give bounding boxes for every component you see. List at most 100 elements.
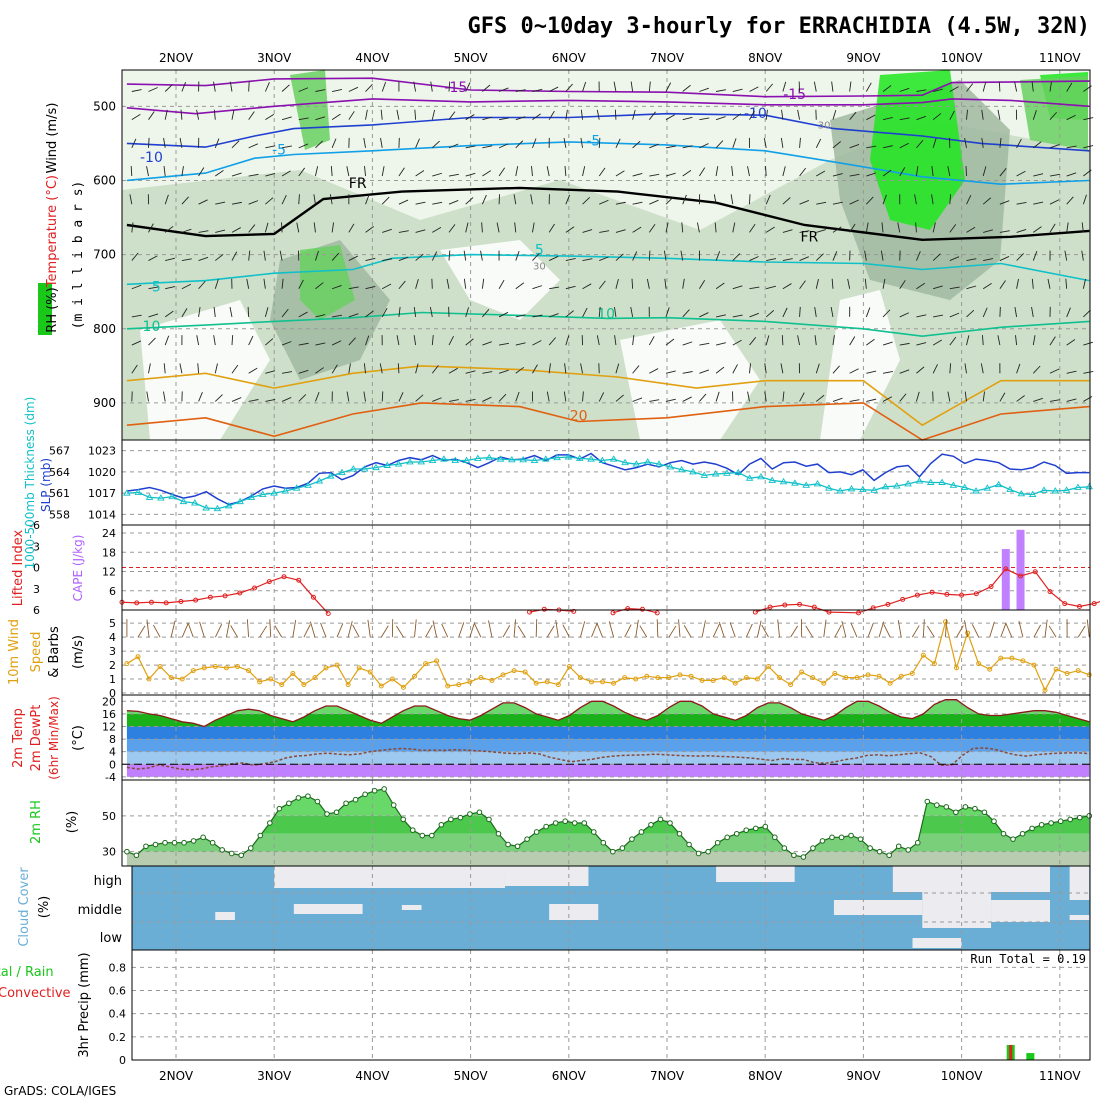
wind-speed-point [544, 679, 550, 685]
wind-barb [565, 109, 568, 120]
wind-barb [866, 145, 877, 149]
temp-tick-label: 16 [102, 708, 116, 721]
rh-shading-area [300, 245, 355, 320]
wind-barb [999, 168, 1007, 177]
wind-barb [882, 278, 886, 289]
wind-barb [582, 81, 587, 92]
cape-bar [1016, 529, 1025, 610]
rh-point [829, 834, 835, 841]
label-6hr: (6hr Min/Max) [47, 696, 61, 780]
surface-wind-barb [425, 624, 433, 638]
li-point [237, 590, 243, 596]
li-tick-label: 3 [33, 583, 40, 596]
thickness-point [326, 472, 335, 479]
rh-tick-label: 30 [102, 846, 116, 859]
rh-point [543, 823, 549, 830]
wind-speed-point [389, 676, 395, 682]
wind-barb [465, 114, 475, 121]
rh-shading-area [140, 300, 270, 440]
wind-barb [398, 280, 406, 290]
day-label-bottom: 6NOV [552, 1069, 587, 1083]
li-point [767, 604, 773, 610]
wind-barb [248, 250, 251, 261]
wind-barb [148, 137, 150, 148]
wind-barb [164, 84, 173, 92]
wind-barb [515, 166, 519, 177]
rh-point [152, 841, 159, 848]
wind-barb [329, 194, 333, 205]
thickness-point [1040, 486, 1048, 493]
surface-wind-barb [336, 623, 344, 638]
wind-barb [331, 285, 342, 290]
surface-wind-barb [624, 624, 632, 638]
wind-barb [732, 364, 738, 374]
wind-barb [916, 282, 926, 290]
wind-barb [966, 309, 975, 318]
wind-speed-line [126, 621, 1090, 692]
wind-barb [346, 391, 350, 402]
wind-barb [797, 335, 801, 346]
rh-point [629, 836, 635, 842]
li-point [134, 600, 140, 606]
thickness-point [643, 458, 652, 465]
wind-barb [749, 256, 759, 261]
bottom-day-labels: 2NOV 3NOV 4NOV 5NOV 6NOV 7NOV 8NOV 9NOV 10NOV 11N… [159, 1069, 1081, 1083]
wind-barb [564, 363, 567, 374]
wind-barb [631, 278, 634, 289]
wind-barb [632, 109, 636, 120]
rh-point [1029, 825, 1035, 832]
wind-barb [632, 365, 640, 374]
label-3hr-precip: 3hr Precip (mm) [77, 952, 92, 1057]
wind-barb [214, 394, 223, 402]
thickness-point [881, 482, 890, 490]
temp-band [126, 726, 1090, 740]
wind-barb [982, 166, 987, 177]
surface-wind-barb [897, 620, 902, 638]
wind-barb [1016, 201, 1027, 205]
wind-barb [198, 256, 209, 261]
wind-barb [632, 226, 642, 233]
wind-speed-point [179, 676, 185, 682]
day-label-top: 11NOV [1039, 51, 1081, 65]
wind-barb [148, 223, 154, 233]
wind-barb [849, 111, 857, 120]
li-point [929, 589, 935, 595]
wind-barb [665, 82, 672, 92]
wind-barb [782, 166, 786, 177]
wind-barb [1081, 250, 1084, 261]
surface-wind-barb [246, 619, 250, 638]
wind-barb [715, 342, 726, 346]
wind-barb [1014, 81, 1018, 92]
rh-point [648, 821, 654, 828]
surface-wind-barb [683, 625, 692, 638]
wind-speed-point [633, 676, 639, 682]
wind-barb [646, 278, 650, 289]
wind-speed-point [710, 677, 716, 683]
wind-barb [763, 137, 767, 148]
wind-barb [148, 255, 158, 261]
pressure-tick-label: 500 [93, 99, 116, 113]
wind-speed-point [301, 682, 307, 688]
cloud-cover-block [1069, 866, 1090, 900]
li-point [1047, 589, 1053, 595]
day-label-top: 3NOV [257, 51, 292, 65]
label-2m-rh: 2m RH [29, 800, 44, 844]
wind-speed-point [788, 682, 794, 688]
wind-barb [865, 222, 869, 233]
wind-barb [315, 89, 326, 92]
wind-barb [1032, 335, 1036, 346]
rh-point [610, 848, 616, 855]
wind-barb [682, 84, 691, 92]
precip-tick-label: 0.6 [109, 985, 127, 998]
surface-wind-barb [945, 619, 948, 638]
wind-barb [131, 364, 138, 374]
thickness-point [575, 454, 584, 461]
wind-barb [1016, 278, 1019, 289]
wind-barb [313, 222, 316, 233]
wind-barb [865, 307, 871, 318]
wind-barb [915, 166, 919, 177]
thickness-point [157, 494, 165, 501]
rh-point [505, 841, 511, 848]
wind-barb [882, 371, 893, 374]
